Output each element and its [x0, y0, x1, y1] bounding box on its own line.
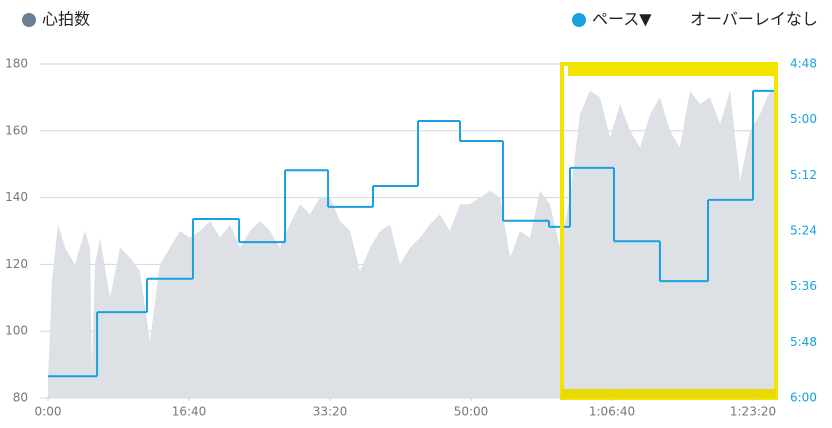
- x-tick-label: 50:00: [454, 405, 489, 419]
- x-tick-label: 33:20: [313, 405, 348, 419]
- highlight-top: [568, 66, 776, 76]
- x-tick-label: 0:00: [35, 405, 62, 419]
- highlight-bottom: [562, 389, 776, 398]
- y2-tick-label: 5:24: [790, 224, 817, 238]
- legend-dot: [22, 13, 36, 27]
- labels: 80 100 120 140 160 180 4:48 5:00 5:12 5:24 5:36 5:4…: [5, 57, 817, 419]
- overlay-menu[interactable]: オーバーレイなし: [690, 10, 818, 29]
- y-tick-label: 140: [5, 190, 28, 204]
- legend-label: 心拍数: [42, 10, 90, 29]
- x-tick-label: 16:40: [172, 405, 207, 419]
- y-tick-label: 180: [5, 57, 28, 71]
- selection-highlight: [560, 62, 778, 400]
- y2-tick-label: 4:48: [790, 57, 817, 71]
- y-tick-label: 80: [13, 391, 28, 405]
- x-tick-label: 1:23:20: [730, 405, 776, 419]
- y2-tick-label: 6:00: [790, 391, 817, 405]
- legend-dot[interactable]: [572, 13, 586, 27]
- y2-tick-label: 5:48: [790, 335, 817, 349]
- y2-tick-label: 5:00: [790, 112, 817, 126]
- y2-tick-label: 5:12: [790, 168, 817, 182]
- y-tick-label: 100: [5, 324, 28, 338]
- heart-rate-area: [48, 90, 776, 398]
- legend-label[interactable]: ペース▼: [592, 10, 652, 29]
- x-tick-label: 1:06:40: [589, 405, 635, 419]
- y-tick-label: 160: [5, 123, 28, 137]
- y2-tick-label: 5:36: [790, 279, 817, 293]
- plot: [48, 89, 776, 398]
- y-tick-label: 120: [5, 257, 28, 271]
